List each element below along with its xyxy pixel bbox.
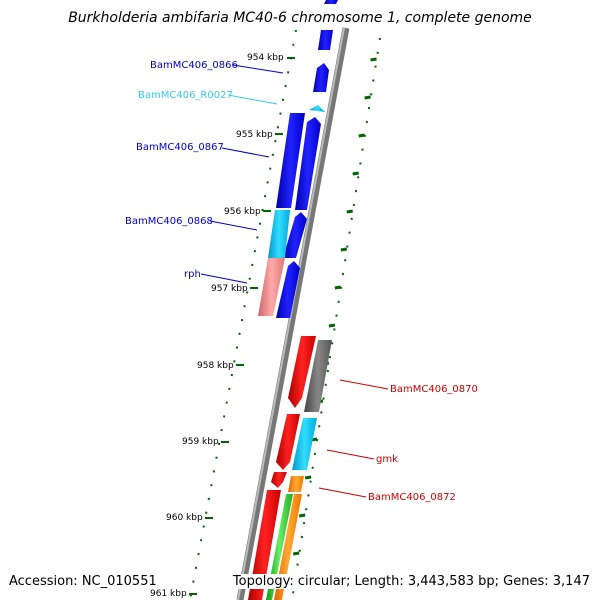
label-bammc406-0867: BamMC406_0867 (136, 142, 224, 153)
gene-rph-fwd (276, 261, 300, 318)
gene-bammc406-0868 (268, 210, 290, 258)
gene-labels: BamMC406_0866 BamMC406_R0027 BamMC406_08… (125, 60, 478, 503)
backbone (236, 27, 350, 600)
gene-top-blue-2 (318, 30, 333, 50)
gene-bammc406-0868-fwd (283, 212, 307, 258)
label-bammc406-r0027: BamMC406_R0027 (138, 90, 233, 101)
gene-gmk (292, 418, 317, 470)
label-bammc406-0868: BamMC406_0868 (125, 216, 213, 227)
tick-label-958: 958 kbp (197, 361, 234, 371)
skew-dash (292, 551, 300, 556)
accession-text: Accession: NC_010551 (7, 574, 159, 589)
skew-dash (304, 475, 312, 480)
gene-bammc406-0872 (288, 476, 304, 492)
skew-dash (358, 133, 365, 138)
tick-label-961: 961 kbp (150, 589, 187, 599)
gene-bammc406-0866 (313, 63, 329, 92)
map-title: Burkholderia ambifaria MC40-6 chromosome… (68, 10, 532, 26)
gene-rph (258, 258, 285, 316)
skew-dash (370, 57, 377, 62)
gene-green (266, 494, 293, 600)
tick-label-957: 957 kbp (211, 284, 248, 294)
gene-bammc406-0870 (304, 340, 332, 412)
tick-label-960: 960 kbp (166, 513, 203, 523)
skew-dash (352, 171, 359, 176)
skew-dash (346, 209, 354, 214)
label-bammc406-0872: BamMC406_0872 (368, 492, 456, 503)
tick-label-954: 954 kbp (247, 53, 284, 63)
tick-label-959: 959 kbp (182, 437, 219, 447)
gene-bammc406-0867-fwd (295, 117, 321, 210)
label-bammc406-0870: BamMC406_0870 (390, 384, 478, 395)
gene-orange-2 (274, 494, 302, 600)
gene-red-2 (276, 414, 300, 470)
kbp-ticks: 954 kbp 955 kbp 956 kbp 957 kbp 958 kbp … (150, 53, 295, 599)
tick-label-955: 955 kbp (236, 130, 273, 140)
gene-top-blue (324, 0, 338, 4)
skew-dash (340, 247, 348, 252)
topology-text: Topology: circular; Length: 3,443,583 bp… (230, 574, 592, 589)
gene-red-3 (271, 472, 287, 488)
label-rph: rph (184, 269, 201, 280)
skew-dash (298, 513, 306, 518)
gene-bammc406-0867 (276, 113, 305, 208)
skew-dash (334, 285, 342, 290)
label-gmk: gmk (376, 454, 398, 465)
gene-red-4 (248, 490, 281, 600)
tick-label-956: 956 kbp (224, 207, 261, 217)
reverse-genes (248, 336, 332, 600)
forward-genes (258, 0, 338, 318)
gene-bammc406-r0027 (309, 105, 325, 112)
skew-dash (328, 323, 336, 328)
skew-dash (364, 95, 371, 100)
label-bammc406-0866: BamMC406_0866 (150, 60, 238, 71)
gene-red-1 (288, 336, 316, 408)
